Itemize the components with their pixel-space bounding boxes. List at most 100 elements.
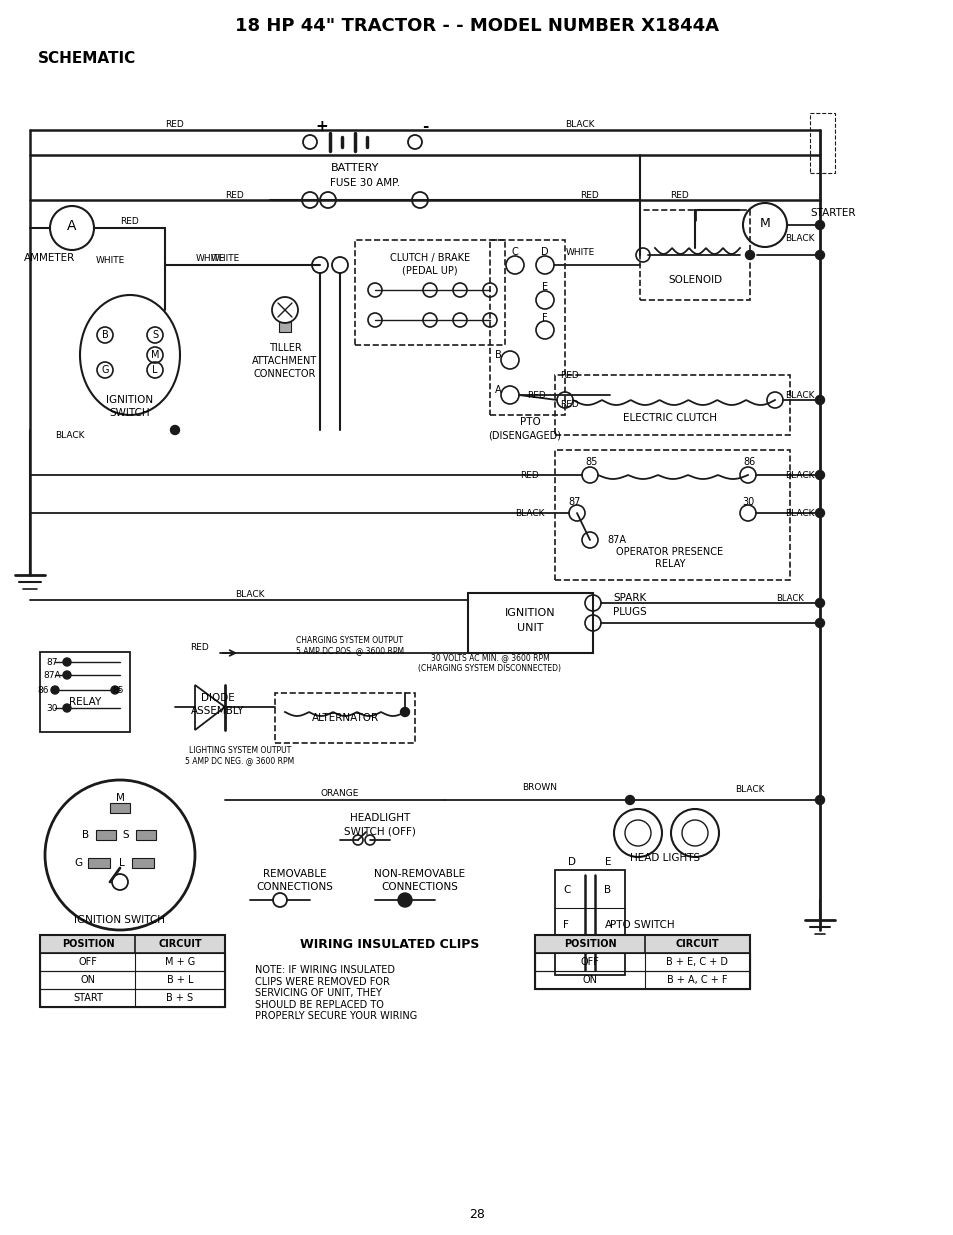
Text: RED: RED: [520, 471, 538, 479]
Text: OFF: OFF: [78, 957, 97, 967]
Text: ON: ON: [582, 974, 597, 986]
Circle shape: [815, 395, 823, 405]
Text: POSITION: POSITION: [563, 939, 616, 948]
Text: WHITE: WHITE: [211, 253, 239, 263]
Bar: [490, 240, 564, 415]
Text: AMMETER: AMMETER: [25, 253, 75, 263]
Bar: [110, 803, 130, 813]
Text: ELECTRIC CLUTCH: ELECTRIC CLUTCH: [622, 412, 717, 424]
Text: F: F: [541, 312, 547, 324]
Text: 5 AMP DC NEG. @ 3600 RPM: 5 AMP DC NEG. @ 3600 RPM: [185, 757, 294, 766]
Text: RED: RED: [580, 190, 598, 200]
Text: S: S: [152, 330, 158, 340]
Text: A: A: [67, 219, 76, 233]
Circle shape: [815, 599, 823, 608]
Bar: [40, 652, 130, 732]
Text: (CHARGING SYSTEM DISCONNECTED): (CHARGING SYSTEM DISCONNECTED): [418, 663, 561, 673]
Text: CONNECTOR: CONNECTOR: [253, 369, 315, 379]
Text: B: B: [102, 330, 109, 340]
Bar: [136, 830, 156, 840]
Bar: [535, 935, 749, 953]
Text: B + A, C + F: B + A, C + F: [666, 974, 726, 986]
Circle shape: [400, 708, 409, 716]
Bar: [535, 935, 749, 989]
Text: M: M: [115, 793, 124, 803]
Text: 86: 86: [37, 685, 49, 694]
Text: BLACK: BLACK: [235, 589, 265, 599]
Text: 87A: 87A: [606, 535, 625, 545]
Text: CLUTCH / BRAKE: CLUTCH / BRAKE: [390, 253, 470, 263]
Bar: [639, 210, 749, 300]
Circle shape: [63, 658, 71, 666]
Circle shape: [63, 704, 71, 713]
Text: 30 VOLTS AC MIN. @ 3600 RPM: 30 VOLTS AC MIN. @ 3600 RPM: [430, 653, 549, 662]
Text: UNIT: UNIT: [517, 622, 542, 634]
Text: D: D: [540, 247, 548, 257]
Text: BATTERY: BATTERY: [331, 163, 378, 173]
Text: BLACK: BLACK: [515, 509, 544, 517]
Text: 87: 87: [46, 657, 58, 667]
Text: IGNITION: IGNITION: [107, 395, 153, 405]
Text: +: +: [315, 119, 328, 133]
Text: ORANGE: ORANGE: [320, 788, 359, 798]
Circle shape: [625, 795, 634, 804]
Text: 30: 30: [46, 704, 58, 713]
Text: PTO SWITCH: PTO SWITCH: [609, 920, 674, 930]
Text: SWITCH: SWITCH: [110, 408, 151, 417]
Circle shape: [51, 685, 59, 694]
Text: BLACK: BLACK: [735, 785, 764, 794]
Text: C: C: [562, 885, 570, 895]
Text: 5 AMP DC POS. @ 3600 RPM: 5 AMP DC POS. @ 3600 RPM: [295, 646, 404, 656]
Text: TILLER: TILLER: [269, 343, 301, 353]
Text: F: F: [562, 920, 568, 930]
Text: POSITION: POSITION: [62, 939, 114, 948]
Text: RED: RED: [559, 370, 578, 379]
Text: START: START: [73, 993, 103, 1003]
Text: 18 HP 44" TRACTOR - - MODEL NUMBER X1844A: 18 HP 44" TRACTOR - - MODEL NUMBER X1844…: [234, 17, 719, 35]
Text: BLACK: BLACK: [784, 471, 814, 479]
Text: G: G: [74, 858, 82, 868]
Text: S: S: [123, 830, 130, 840]
Bar: [278, 322, 291, 332]
Text: CIRCUIT: CIRCUIT: [158, 939, 202, 948]
Text: SOLENOID: SOLENOID: [667, 275, 721, 285]
Text: RED: RED: [670, 190, 689, 200]
Text: 87A: 87A: [43, 671, 61, 679]
Text: CHARGING SYSTEM OUTPUT: CHARGING SYSTEM OUTPUT: [296, 636, 403, 645]
Text: B + L: B + L: [167, 974, 193, 986]
Bar: [274, 693, 415, 743]
Text: STARTER: STARTER: [809, 207, 855, 219]
Bar: [355, 240, 504, 345]
Text: IGNITION: IGNITION: [504, 608, 555, 618]
Text: PLUGS: PLUGS: [613, 606, 646, 618]
Text: RED: RED: [559, 399, 578, 409]
Circle shape: [63, 671, 71, 679]
Text: SCHEMATIC: SCHEMATIC: [38, 51, 136, 65]
Text: B + E, C + D: B + E, C + D: [665, 957, 727, 967]
Ellipse shape: [80, 295, 180, 415]
Text: SPARK: SPARK: [613, 593, 646, 603]
Text: (DISENGAGED): (DISENGAGED): [488, 430, 561, 440]
Bar: [40, 935, 225, 1007]
Text: E: E: [604, 857, 611, 867]
Text: WIRING INSULATED CLIPS: WIRING INSULATED CLIPS: [300, 937, 479, 951]
Text: OPERATOR PRESENCE: OPERATOR PRESENCE: [616, 547, 722, 557]
Text: BLACK: BLACK: [565, 120, 594, 128]
Text: LIGHTING SYSTEM OUTPUT: LIGHTING SYSTEM OUTPUT: [189, 746, 291, 755]
Text: REMOVABLE: REMOVABLE: [263, 869, 327, 879]
Text: RED: RED: [191, 642, 209, 652]
Bar: [40, 953, 225, 971]
Text: 85: 85: [112, 685, 124, 694]
Bar: [132, 858, 153, 868]
Text: HEADLIGHT: HEADLIGHT: [350, 813, 410, 823]
Circle shape: [397, 893, 412, 906]
Text: NON-REMOVABLE: NON-REMOVABLE: [374, 869, 465, 879]
Text: SWITCH (OFF): SWITCH (OFF): [344, 826, 416, 836]
Text: 30: 30: [741, 496, 753, 508]
Text: OFF: OFF: [580, 957, 598, 967]
Text: D: D: [567, 857, 576, 867]
Circle shape: [815, 471, 823, 479]
Text: M: M: [151, 350, 159, 359]
Bar: [96, 830, 116, 840]
Text: CIRCUIT: CIRCUIT: [675, 939, 718, 948]
